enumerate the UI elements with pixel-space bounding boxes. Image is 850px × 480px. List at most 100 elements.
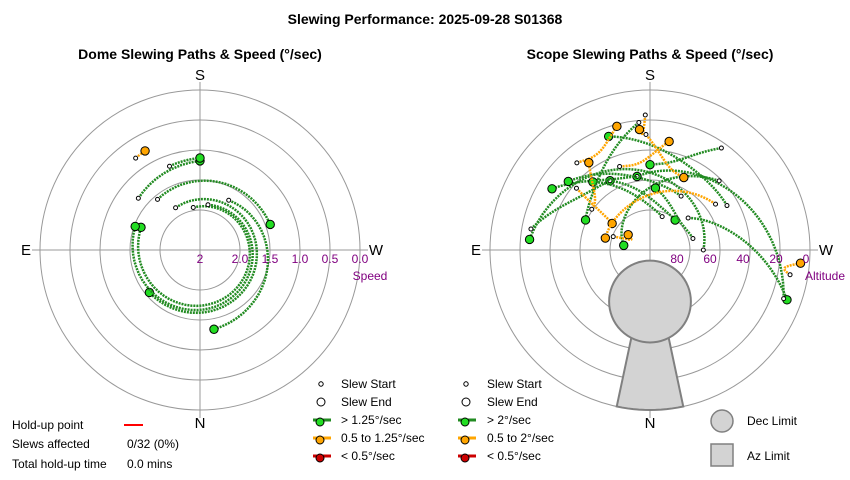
scope-slew-start [724, 203, 730, 209]
slews-affected-label: Slews affected [12, 437, 90, 451]
dome-axis-label: Speed [353, 269, 388, 283]
dome-slew-path [148, 197, 259, 315]
scope-legend-mid: 0.5 to 2°/sec [487, 431, 554, 445]
scope-tick-60: 60 [703, 252, 717, 266]
dome-slew-start [226, 197, 232, 203]
dome-slew-path [213, 199, 270, 331]
scope-slew-path [613, 233, 633, 241]
dome-compass-n: N [195, 415, 206, 432]
scope-legend-start: Slew Start [487, 377, 542, 391]
dec-limit-legend-label: Dec Limit [747, 414, 798, 428]
dome-slew-start [155, 196, 161, 202]
scope-slew-start [716, 178, 722, 184]
dome-slew-path [137, 159, 201, 200]
scope-slew-end [664, 136, 674, 147]
az-limit-legend-label: Az Limit [747, 449, 790, 463]
dome-slew-path [131, 203, 254, 312]
legend-mid-marker [315, 435, 325, 445]
dome-legend: Slew Start Slew End > 1.25°/sec 0.5 to 1… [313, 377, 425, 463]
scope-slew-start [685, 215, 691, 221]
scope-slew-end [623, 230, 633, 240]
scope-compass-n: N [645, 415, 656, 432]
scope-slew-end [795, 258, 806, 268]
scope-slew-path [575, 187, 614, 225]
scope-legend-fast: > 2°/sec [487, 413, 531, 427]
total-holdup-value: 0.0 mins [127, 457, 172, 471]
scope-slew-path [619, 140, 670, 168]
scope-slew-start [574, 160, 580, 166]
scope-slew-path [530, 179, 611, 230]
dec-limit-legend-shape [710, 409, 734, 433]
scope-slew-start [636, 119, 642, 125]
scope-slew-path [576, 125, 618, 165]
scope-slew-path [688, 216, 789, 301]
scope-slew-start [617, 163, 623, 169]
dome-legend-start: Slew Start [341, 377, 396, 391]
scope-limits [608, 259, 692, 412]
dome-compass-e: E [21, 242, 31, 259]
scope-slew-path [609, 179, 677, 221]
scope-slew-end [563, 176, 573, 187]
total-holdup-label: Total hold-up time [12, 457, 107, 471]
scope-slew-end [584, 157, 594, 168]
dome-slew-end [140, 146, 150, 156]
dome-legend-fast: > 1.25°/sec [341, 413, 402, 427]
legend-slew-start-marker [318, 381, 324, 387]
holdup-stats: Hold-up point Slews affected 0/32 (0%) T… [12, 418, 179, 471]
scope-slew-end [547, 184, 557, 194]
scope-slew-path [649, 146, 722, 166]
scope-slew-path [645, 133, 685, 179]
legend-slow-marker [315, 453, 325, 463]
scope-slew-path [604, 189, 717, 239]
scope-legend: Slew Start Slew End > 2°/sec 0.5 to 2°/s… [458, 377, 798, 467]
scope-legend-fast-marker [460, 417, 470, 427]
dome-slew-end [130, 221, 140, 232]
scope-tick-0: 0 [803, 252, 810, 266]
scope-slew-start [718, 145, 724, 151]
dome-slew-path [136, 204, 252, 308]
dome-slew-start [190, 204, 196, 210]
dome-tick-3: 1.0 [292, 252, 309, 266]
scope-slew-end [580, 215, 591, 225]
scope-legend-slow-marker [460, 453, 470, 463]
scope-slew-end [645, 159, 655, 170]
scope-legend-mid-marker [460, 435, 470, 445]
scope-legend-slow: < 0.5°/sec [487, 449, 541, 463]
dome-tick-5: 0.0 [352, 252, 369, 266]
dome-slew-start [133, 155, 139, 161]
scope-tick-80: 80 [670, 252, 684, 266]
scope-slew-path [587, 162, 597, 210]
scope-slew-path [584, 121, 640, 221]
scope-slew-end [612, 121, 622, 132]
legend-slew-end-marker [316, 397, 326, 407]
scope-slew-end [600, 233, 611, 243]
scope-slew-start [610, 234, 616, 240]
dome-slew-path [156, 179, 272, 226]
dome-chart: Dome Slewing Paths & Speed (°/sec) S N E… [21, 46, 387, 432]
dome-slew-start [205, 202, 211, 208]
dome-slew-end [265, 219, 275, 230]
dec-limit-region [608, 259, 692, 344]
scope-slew-path [608, 135, 729, 207]
scope-slew-path [528, 167, 706, 251]
scope-slew-start [781, 296, 787, 302]
scope-slew-start [589, 206, 595, 212]
scope-slew-start [713, 201, 719, 207]
dome-tick-1: 2.0 [232, 252, 249, 266]
figure-title: Slewing Performance: 2025-09-28 S01368 [288, 11, 563, 27]
scope-slew-end [650, 183, 661, 193]
scope-chart-title: Scope Slewing Paths & Speed (°/sec) [527, 46, 774, 62]
scope-slew-end [679, 172, 689, 183]
scope-legend-end-marker [461, 397, 471, 407]
scope-chart: Scope Slewing Paths & Speed (°/sec) S N … [471, 46, 845, 432]
scope-slew-end [670, 215, 680, 225]
scope-slew-start [642, 112, 648, 118]
dome-slew-start [167, 163, 173, 169]
scope-legend-start-marker [463, 381, 469, 387]
scope-slew-start [690, 235, 696, 241]
dome-slew-start [173, 205, 179, 211]
scope-slew-start [528, 226, 534, 232]
dome-slew-end [209, 324, 219, 334]
scope-compass-s: S [645, 67, 655, 84]
scope-compass-e: E [471, 242, 481, 259]
